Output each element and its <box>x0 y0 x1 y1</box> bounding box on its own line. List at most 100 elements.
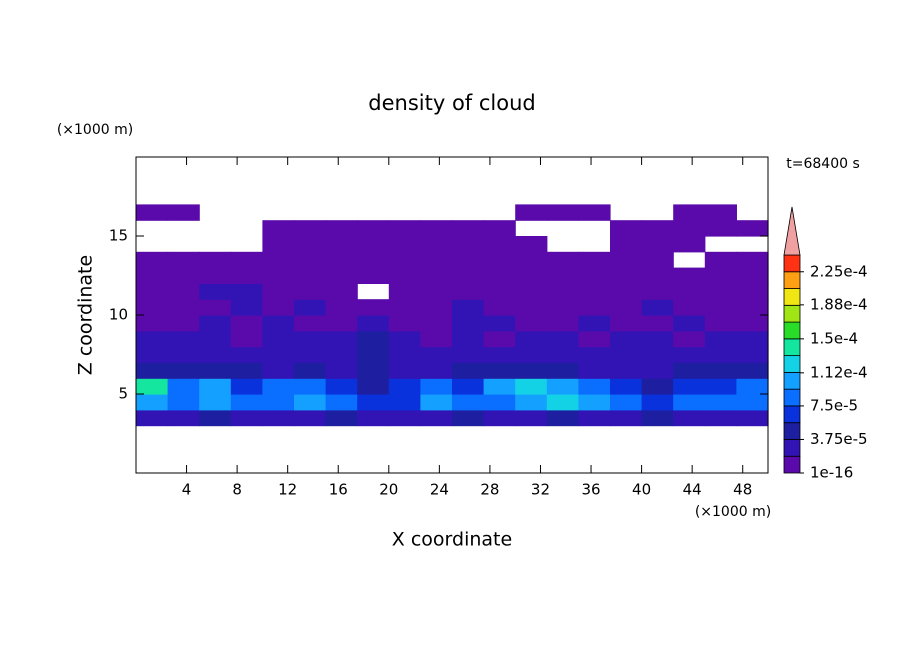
contour-cell <box>515 409 548 427</box>
colorbar-tick-label: 3.75e-5 <box>810 430 868 448</box>
x-tick-label: 24 <box>430 481 449 499</box>
contour-cell <box>515 330 548 348</box>
contour-cell <box>673 394 706 411</box>
contour-cell <box>262 220 295 237</box>
x-axis-label: X coordinate <box>392 529 512 551</box>
contour-cell <box>578 204 611 221</box>
contour-cell <box>546 267 579 284</box>
colorbar-tick-label: 1e-16 <box>810 464 853 482</box>
contour-cell <box>388 362 421 379</box>
contour-cell <box>357 394 390 411</box>
contour-cell <box>262 362 295 379</box>
contour-cell <box>230 394 263 411</box>
contour-cell <box>641 330 674 348</box>
contour-cell <box>262 251 295 269</box>
contour-cell <box>641 346 674 363</box>
contour-cell <box>262 315 295 332</box>
contour-cell <box>610 283 643 300</box>
contour-cell <box>610 346 643 363</box>
contour-cell <box>199 283 232 300</box>
contour-cell <box>262 378 295 395</box>
contour-cell <box>388 315 421 332</box>
contour-cell <box>294 251 327 269</box>
contour-cell <box>704 409 737 427</box>
contour-cell <box>452 267 485 284</box>
contour-cell <box>704 283 737 300</box>
colorbar-over <box>783 206 801 256</box>
contour-cell <box>452 283 485 300</box>
contour-cell <box>483 267 516 284</box>
contour-cell <box>230 346 263 363</box>
contour-cell <box>167 330 200 348</box>
colorbar-band <box>783 254 801 273</box>
contour-cell <box>199 251 232 269</box>
colorbar-band <box>783 355 801 373</box>
contour-cell <box>230 378 263 395</box>
contour-cell <box>325 299 358 316</box>
contour-cell <box>546 315 579 332</box>
colorbar-band <box>783 271 801 289</box>
contour-cell <box>578 251 611 269</box>
contour-cell <box>357 236 390 253</box>
contour-cell <box>262 283 295 300</box>
contour-cell <box>357 409 390 427</box>
contour-cell <box>136 330 169 348</box>
contour-cell <box>704 251 737 269</box>
contour-cell <box>641 283 674 300</box>
contour-cell <box>578 283 611 300</box>
chart-title: density of cloud <box>368 91 535 115</box>
contour-cell <box>610 220 643 237</box>
contour-cell <box>136 409 169 427</box>
contour-cell <box>641 409 674 427</box>
contour-cell <box>610 315 643 332</box>
contour-cell <box>736 299 769 316</box>
contour-cell <box>136 283 169 300</box>
contour-cell <box>262 346 295 363</box>
contour-cell <box>704 315 737 332</box>
contour-cell <box>546 378 579 395</box>
contour-cell <box>294 299 327 316</box>
colorbar-band <box>783 455 801 474</box>
contour-cell <box>610 330 643 348</box>
contour-cell <box>736 346 769 363</box>
contour-cell <box>136 204 169 221</box>
contour-cell <box>136 362 169 379</box>
contour-cell <box>578 315 611 332</box>
contour-cell <box>515 204 548 221</box>
contour-cell <box>420 236 453 253</box>
contour-cell <box>420 346 453 363</box>
contour-cell <box>673 204 706 221</box>
contour-cell <box>515 299 548 316</box>
contour-cell <box>420 330 453 348</box>
contour-cell <box>546 409 579 427</box>
contour-cell <box>546 299 579 316</box>
colorbar-band <box>783 439 801 457</box>
contour-cell <box>230 267 263 284</box>
contour-cell <box>673 267 706 284</box>
contour-cell <box>294 220 327 237</box>
contour-cell <box>736 330 769 348</box>
x-tick-label: 48 <box>733 481 752 499</box>
x-tick-label: 32 <box>531 481 550 499</box>
colorbar-band <box>783 321 801 340</box>
contour-cell <box>578 378 611 395</box>
colorbar-band <box>783 304 801 323</box>
contour-cell <box>325 267 358 284</box>
contour-cell <box>452 409 485 427</box>
colorbar-band <box>783 388 801 407</box>
y-axis-label: Z coordinate <box>75 255 97 375</box>
contour-cell <box>578 409 611 427</box>
contour-cell <box>294 267 327 284</box>
contour-cell <box>673 409 706 427</box>
contour-cell <box>230 283 263 300</box>
x-tick-label: 4 <box>182 481 192 499</box>
contour-cell <box>736 394 769 411</box>
contour-cell <box>136 267 169 284</box>
contour-cell <box>167 267 200 284</box>
contour-cell <box>641 394 674 411</box>
contour-field <box>136 204 769 427</box>
contour-cell <box>673 283 706 300</box>
contour-cell <box>641 236 674 253</box>
contour-cell <box>230 315 263 332</box>
contour-cell <box>673 346 706 363</box>
